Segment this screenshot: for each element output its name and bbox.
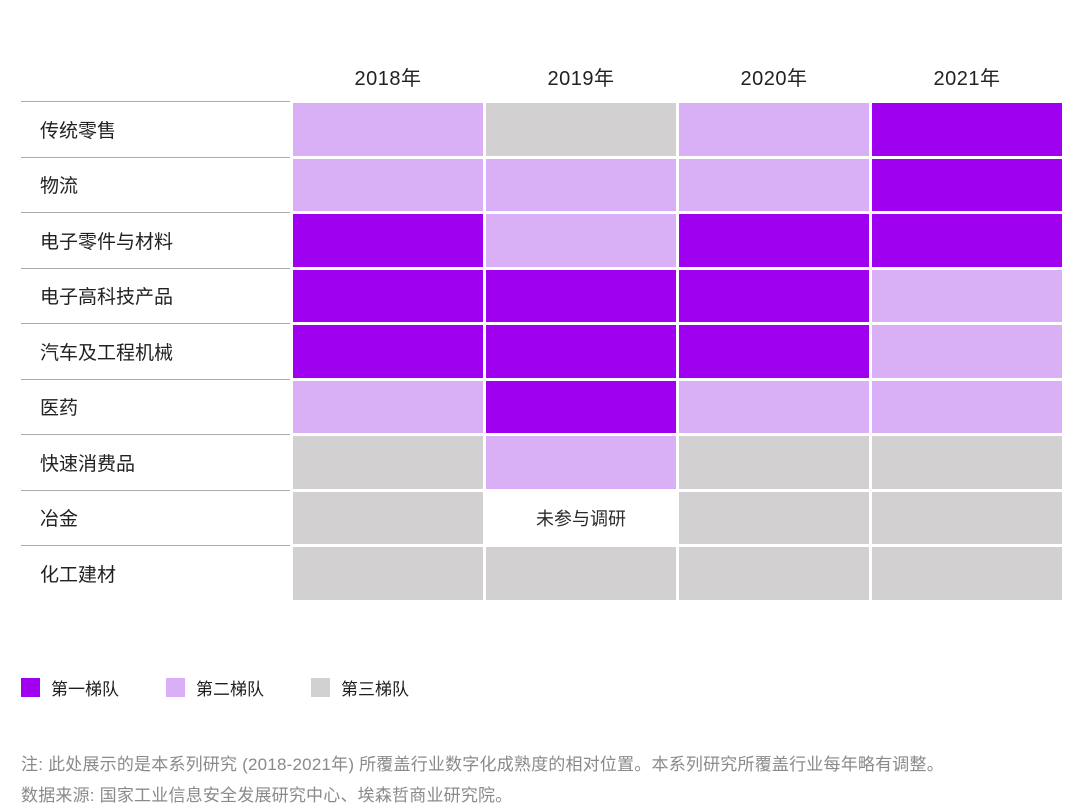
row-label: 医药 (21, 378, 290, 433)
cell-tier1 (486, 380, 676, 433)
cell-tier2 (679, 380, 869, 433)
row-label: 化工建材 (21, 545, 290, 600)
row-label: 物流 (21, 156, 290, 211)
cell-tier3 (293, 436, 483, 489)
legend-item-tier2: 第二梯队 (166, 675, 264, 700)
tier2-swatch-icon (166, 677, 185, 697)
cell-tier1 (679, 325, 869, 378)
legend-label-tier1: 第一梯队 (51, 679, 119, 699)
cell-tier1 (293, 325, 483, 378)
cell-tier2 (293, 158, 483, 211)
cell-tier3 (872, 547, 1062, 600)
cell-tier2 (679, 158, 869, 211)
cell-tier2 (872, 380, 1062, 433)
grid-corner-spacer (21, 52, 290, 100)
cell-tier1 (679, 269, 869, 322)
row-label: 传统零售 (21, 101, 290, 156)
cell-tier3 (293, 491, 483, 544)
cell-tier2 (293, 380, 483, 433)
cell-tier1 (679, 214, 869, 267)
legend: 第一梯队 第二梯队 第三梯队 (21, 675, 1063, 700)
row-label: 电子零件与材料 (21, 212, 290, 267)
cell-tier2 (872, 325, 1062, 378)
column-header-2019: 2019年 (547, 67, 615, 90)
cell-tier3 (486, 547, 676, 600)
cell-tier3 (679, 547, 869, 600)
cell-tier3 (293, 547, 483, 600)
cell-tier3 (872, 491, 1062, 544)
cell-tier1 (486, 325, 676, 378)
footnotes: 注: 此处展示的是本系列研究 (2018-2021年) 所覆盖行业数字化成熟度的… (21, 749, 1063, 811)
cell-tier1 (872, 158, 1062, 211)
cell-tier1 (872, 103, 1062, 156)
cell-not-surveyed: 未参与调研 (486, 491, 676, 544)
row-label: 汽车及工程机械 (21, 323, 290, 378)
column-header-2020: 2020年 (740, 67, 808, 90)
cell-tier2 (293, 103, 483, 156)
row-label: 冶金 (21, 489, 290, 544)
maturity-grid: 2018年 2019年 2020年 2021年 传统零售 物流 电子零件与材料 电子高… (21, 52, 1063, 600)
cell-tier1 (486, 269, 676, 322)
row-label: 快速消费品 (21, 434, 290, 489)
note-text: 注: 此处展示的是本系列研究 (2018-2021年) 所覆盖行业数字化成熟度的… (21, 754, 944, 774)
legend-item-tier1: 第一梯队 (21, 675, 119, 700)
tier1-swatch-icon (21, 677, 40, 697)
cell-tier2 (486, 436, 676, 489)
legend-item-tier3: 第三梯队 (311, 675, 409, 700)
column-header-2021: 2021年 (933, 67, 1001, 90)
cell-tier2 (486, 158, 676, 211)
tier3-swatch-icon (311, 677, 330, 697)
cell-tier1 (293, 214, 483, 267)
cell-tier1 (872, 214, 1062, 267)
column-header-2018: 2018年 (354, 67, 422, 90)
cell-tier1 (293, 269, 483, 322)
cell-tier2 (486, 214, 676, 267)
source-text: 数据来源: 国家工业信息安全发展研究中心、埃森哲商业研究院。 (21, 785, 513, 805)
cell-tier3 (679, 436, 869, 489)
cell-tier2 (679, 103, 869, 156)
cell-tier3 (486, 103, 676, 156)
row-label: 电子高科技产品 (21, 267, 290, 322)
legend-label-tier3: 第三梯队 (341, 679, 409, 699)
legend-label-tier2: 第二梯队 (196, 679, 264, 699)
cell-tier2 (872, 269, 1062, 322)
cell-tier3 (679, 491, 869, 544)
cell-tier3 (872, 436, 1062, 489)
